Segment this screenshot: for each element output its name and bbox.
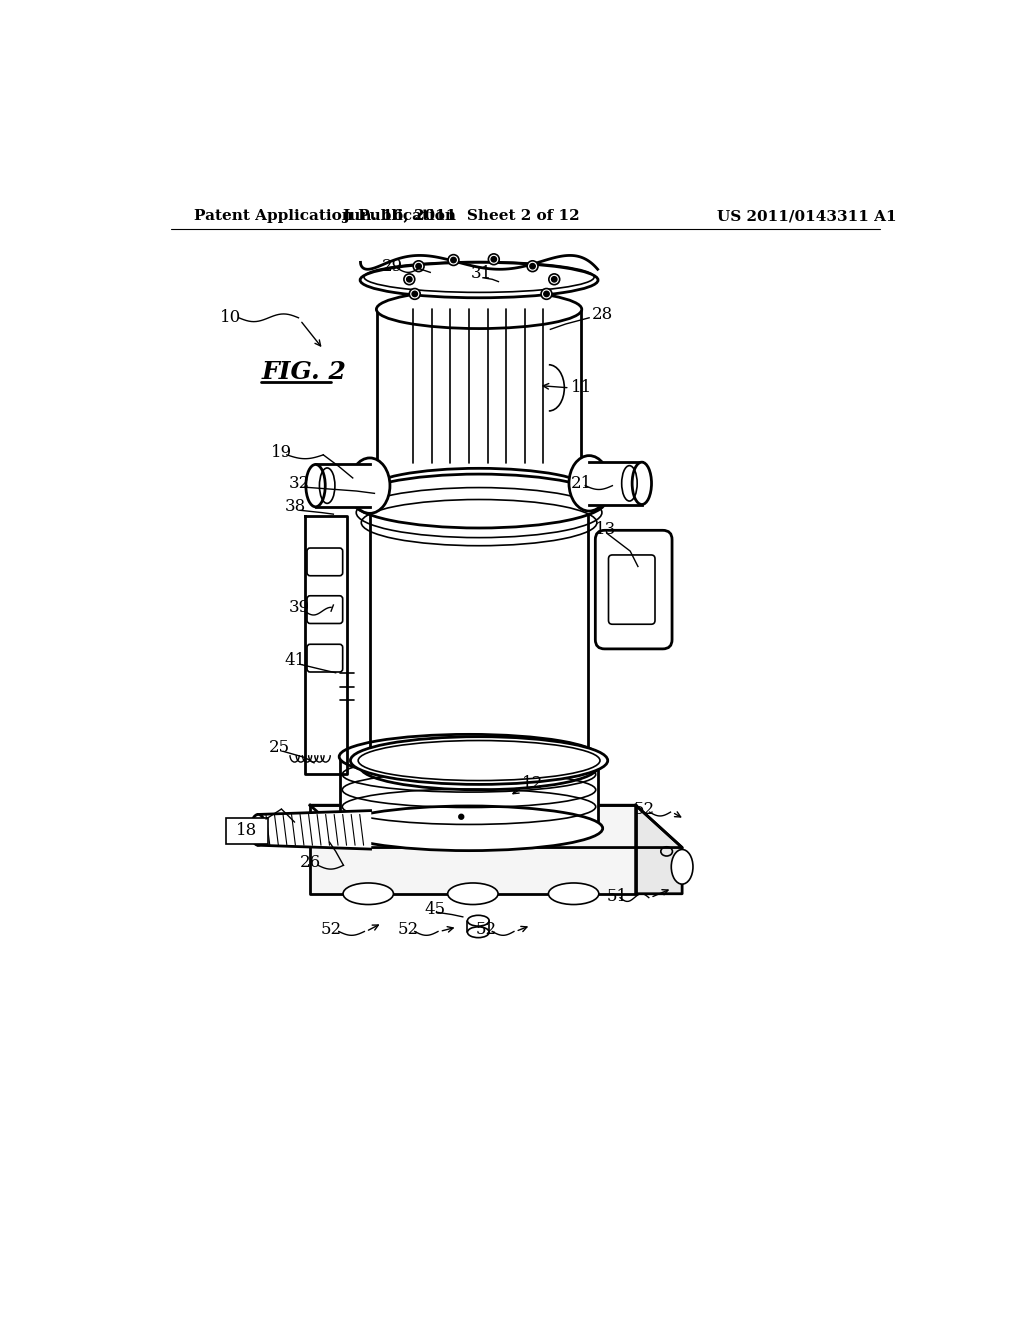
Text: 52: 52	[475, 921, 497, 939]
Text: 12: 12	[521, 775, 543, 792]
Ellipse shape	[352, 474, 606, 528]
Polygon shape	[377, 309, 582, 490]
Polygon shape	[589, 462, 642, 506]
Circle shape	[410, 289, 420, 300]
Text: 52: 52	[633, 800, 654, 817]
Circle shape	[403, 273, 415, 285]
Circle shape	[451, 257, 457, 263]
Text: 11: 11	[571, 379, 593, 396]
Polygon shape	[258, 810, 371, 849]
Circle shape	[449, 255, 459, 265]
Text: 29: 29	[382, 257, 403, 275]
Circle shape	[552, 277, 557, 282]
Ellipse shape	[370, 473, 589, 515]
Text: 19: 19	[271, 444, 293, 461]
Ellipse shape	[459, 814, 464, 818]
FancyBboxPatch shape	[307, 644, 343, 672]
Ellipse shape	[467, 927, 489, 937]
Ellipse shape	[349, 458, 390, 513]
Text: FIG. 2: FIG. 2	[262, 360, 347, 384]
FancyBboxPatch shape	[595, 531, 672, 649]
Ellipse shape	[569, 455, 609, 511]
Circle shape	[414, 261, 424, 272]
Polygon shape	[305, 516, 347, 775]
Polygon shape	[310, 805, 682, 847]
Circle shape	[416, 264, 421, 269]
Ellipse shape	[360, 263, 598, 298]
Polygon shape	[370, 494, 589, 767]
Text: 52: 52	[397, 921, 419, 939]
Polygon shape	[636, 805, 682, 894]
Text: 31: 31	[471, 265, 492, 282]
Text: 26: 26	[300, 854, 322, 871]
Ellipse shape	[549, 883, 599, 904]
Ellipse shape	[343, 883, 393, 904]
Ellipse shape	[632, 462, 651, 504]
Ellipse shape	[370, 469, 589, 511]
FancyBboxPatch shape	[307, 548, 343, 576]
Circle shape	[541, 289, 552, 300]
Ellipse shape	[335, 807, 603, 850]
Circle shape	[529, 264, 536, 269]
Text: Jun. 16, 2011  Sheet 2 of 12: Jun. 16, 2011 Sheet 2 of 12	[342, 209, 580, 223]
Text: 10: 10	[219, 309, 241, 326]
Ellipse shape	[306, 465, 326, 507]
Text: 39: 39	[289, 599, 310, 616]
FancyBboxPatch shape	[608, 554, 655, 624]
Text: 21: 21	[571, 475, 593, 492]
Circle shape	[488, 253, 500, 264]
Text: 38: 38	[285, 498, 306, 515]
Polygon shape	[340, 756, 598, 829]
FancyBboxPatch shape	[307, 595, 343, 623]
Ellipse shape	[447, 883, 498, 904]
Ellipse shape	[672, 850, 693, 884]
Text: 18: 18	[236, 822, 257, 840]
Circle shape	[549, 273, 560, 285]
FancyBboxPatch shape	[225, 817, 267, 843]
Ellipse shape	[339, 734, 599, 779]
Circle shape	[492, 256, 497, 261]
Text: 32: 32	[289, 475, 310, 492]
Circle shape	[407, 277, 412, 282]
Ellipse shape	[350, 737, 607, 784]
Text: 41: 41	[285, 652, 306, 669]
Text: 28: 28	[592, 306, 612, 323]
Circle shape	[527, 261, 538, 272]
Ellipse shape	[251, 814, 266, 845]
Text: 52: 52	[321, 921, 341, 939]
Polygon shape	[315, 465, 370, 507]
Ellipse shape	[467, 915, 489, 927]
Circle shape	[412, 292, 418, 297]
Polygon shape	[310, 805, 636, 894]
Ellipse shape	[377, 290, 582, 329]
Text: 25: 25	[269, 739, 290, 756]
Text: 45: 45	[424, 900, 445, 917]
Text: 13: 13	[595, 521, 615, 539]
Ellipse shape	[360, 743, 598, 789]
Circle shape	[544, 292, 549, 297]
Text: US 2011/0143311 A1: US 2011/0143311 A1	[717, 209, 897, 223]
Text: 51: 51	[607, 887, 628, 904]
Text: Patent Application Publication: Patent Application Publication	[194, 209, 456, 223]
